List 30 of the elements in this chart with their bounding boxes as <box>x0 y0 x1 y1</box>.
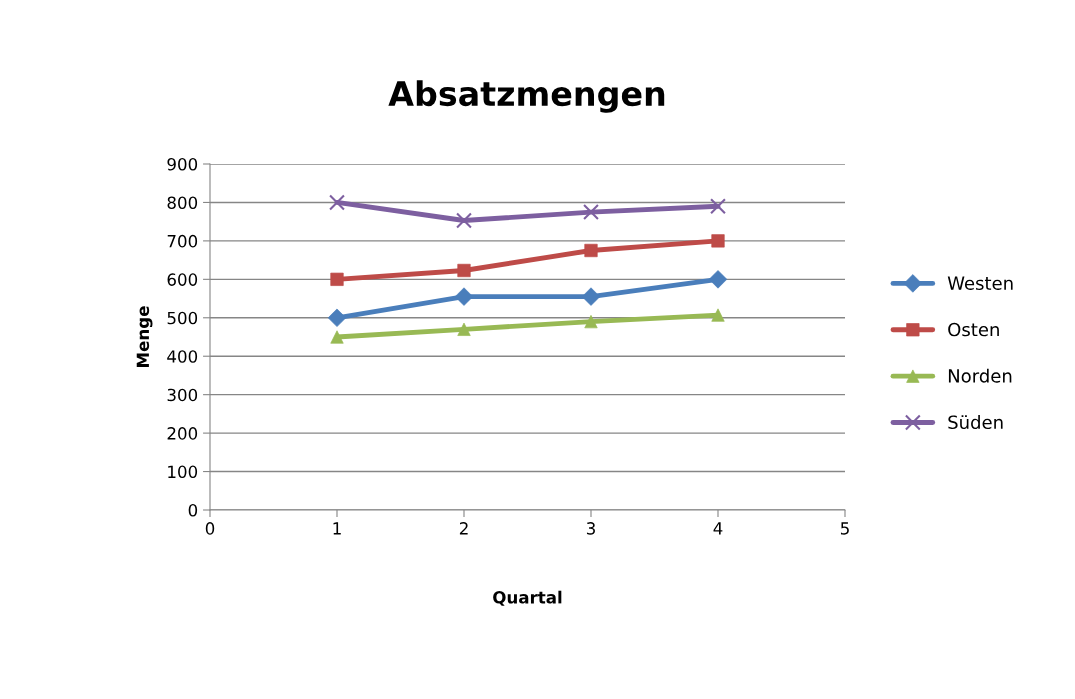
legend-label: Süden <box>948 415 1003 430</box>
point <box>330 272 344 286</box>
y-tick-label: 900 <box>167 157 198 171</box>
legend-label: Norden <box>948 368 1012 383</box>
x-tick-label: 1 <box>333 522 341 535</box>
x-tick-label: 4 <box>713 522 723 535</box>
y-tick-label: 500 <box>167 311 198 325</box>
y-tick-label: 100 <box>168 465 198 479</box>
x-tick-label: 0 <box>205 522 215 535</box>
point <box>329 194 345 211</box>
y-tick-label: 800 <box>167 196 198 210</box>
point <box>710 198 726 215</box>
x-tick-label: 2 <box>459 522 468 535</box>
legend-label: Osten <box>948 322 999 337</box>
y-tick-label: 0 <box>188 503 198 517</box>
y-tick-label: 700 <box>167 234 198 248</box>
x-axis-title: Quartal <box>493 590 562 606</box>
point <box>584 243 598 258</box>
y-tick-label: 400 <box>167 350 198 363</box>
y-tick-label: 300 <box>167 388 198 402</box>
chart-title: Absatzmengen <box>388 80 665 113</box>
x-tick-label: 3 <box>586 522 595 535</box>
point <box>457 263 471 278</box>
x-tick-label: 5 <box>840 522 849 535</box>
legend-label: Westen <box>947 276 1013 290</box>
y-tick-label: 200 <box>167 427 198 440</box>
point <box>456 212 472 229</box>
point <box>583 204 599 221</box>
y-tick-label: 600 <box>167 273 198 286</box>
y-axis-title: Menge <box>136 306 153 367</box>
